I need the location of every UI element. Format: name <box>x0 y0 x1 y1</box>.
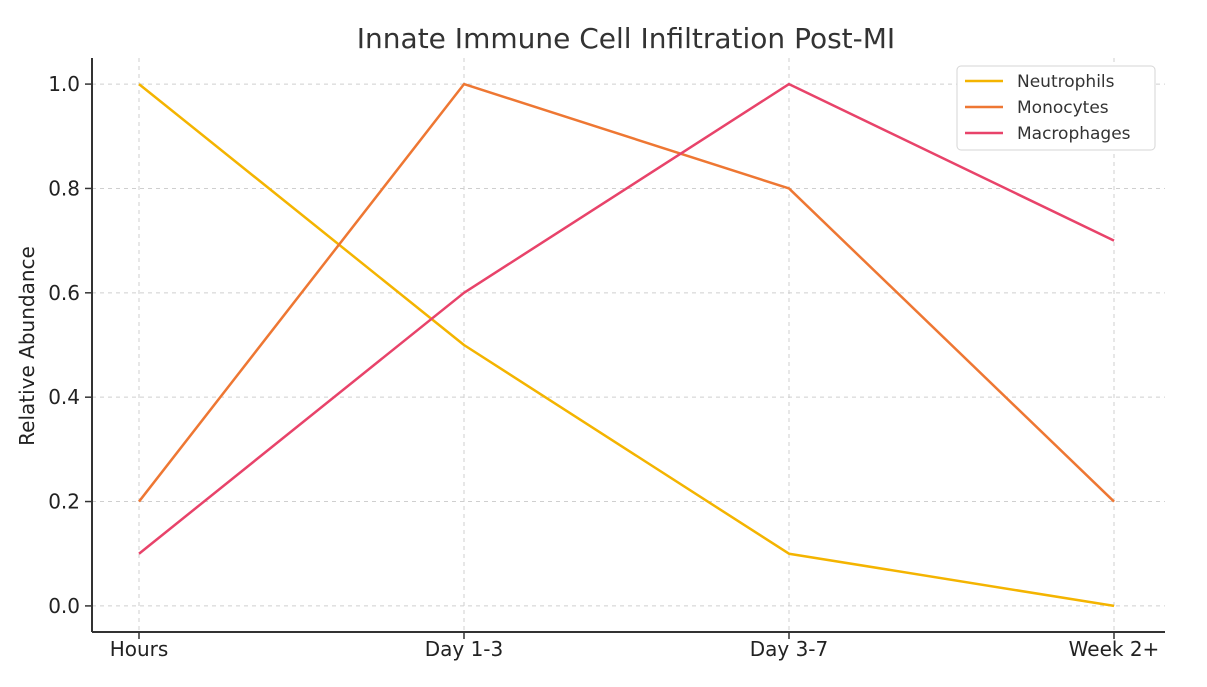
x-tick-label: Day 3-7 <box>750 637 829 661</box>
y-tick-label: 1.0 <box>48 72 80 96</box>
y-tick-label: 0.2 <box>48 490 80 514</box>
legend: Neutrophils Monocytes Macrophages <box>956 65 1156 151</box>
legend-label-macrophages: Macrophages <box>1017 124 1131 144</box>
y-tick-label: 0.4 <box>48 385 80 409</box>
chart-title: Innate Immune Cell Infiltration Post-MI <box>357 22 895 55</box>
x-tick-label: Week 2+ <box>1069 637 1160 661</box>
legend-label-neutrophils: Neutrophils <box>1017 72 1115 92</box>
series-line-macrophages <box>138 82 1115 555</box>
tick-labels: 0.0 0.2 0.4 0.6 0.8 1.0 Hours Day 1-3 Day 3-7 Wee… <box>48 72 1159 661</box>
legend-label-monocytes: Monocytes <box>1017 98 1109 118</box>
y-tick-label: 0.8 <box>48 176 80 200</box>
y-axis-label: Relative Abundance <box>15 246 39 446</box>
series-line-monocytes <box>138 82 1115 503</box>
y-tick-label: 0.6 <box>48 281 80 305</box>
x-tick-label: Hours <box>110 637 169 661</box>
axes <box>85 58 1165 639</box>
x-tick-label: Day 1-3 <box>425 637 504 661</box>
y-tick-label: 0.0 <box>48 594 80 618</box>
legend-frame <box>956 65 1156 151</box>
series-line-neutrophils <box>138 83 1115 608</box>
series-lines <box>138 82 1115 608</box>
